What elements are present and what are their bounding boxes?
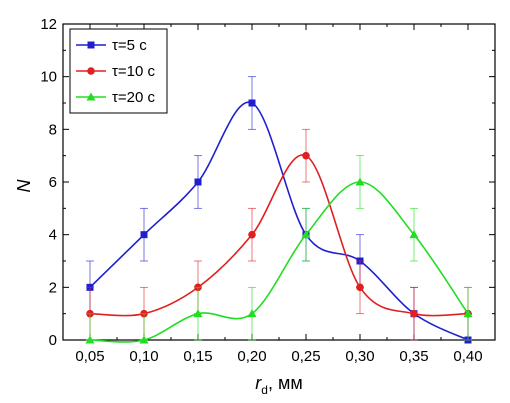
y-tick-label: 8 xyxy=(49,121,57,138)
marker-circle xyxy=(356,283,364,292)
x-axis-label-unit: , мм xyxy=(268,373,303,393)
x-axis-label-sub: d xyxy=(261,383,268,397)
y-tick-label: 12 xyxy=(40,16,57,33)
legend-items: τ=5 с τ=10 с τ=20 с xyxy=(76,37,156,106)
x-tick-label: 0,30 xyxy=(345,348,374,365)
marker-circle xyxy=(87,67,95,75)
marker-triangle xyxy=(139,335,149,344)
axis-ticks: 0,05 0,10 0,15 0,20 0,25 0,30 0,35 0,40 0 2 4 6 8 10 1… xyxy=(40,16,495,365)
marker-square xyxy=(87,41,95,49)
marker-circle xyxy=(302,151,310,160)
x-tick-label: 0,10 xyxy=(129,348,158,365)
y-tick-label: 6 xyxy=(49,174,57,191)
legend-label: τ=20 с xyxy=(112,89,156,106)
legend-label: τ=10 с xyxy=(112,63,156,80)
x-tick-label: 0,40 xyxy=(453,348,482,365)
legend-box xyxy=(69,28,168,114)
y-axis-label: N xyxy=(14,179,34,193)
legend-item: τ=10 с xyxy=(76,63,156,80)
marker-square xyxy=(140,231,148,239)
marker-circle xyxy=(248,230,256,239)
y-tick-label: 4 xyxy=(49,227,57,244)
marker-triangle xyxy=(85,335,95,344)
y-tick-label: 2 xyxy=(49,279,57,296)
x-axis-label-main: r xyxy=(255,373,262,393)
series-line xyxy=(89,154,469,317)
marker-triangle xyxy=(463,309,473,318)
series-3 xyxy=(85,155,473,344)
marker-square xyxy=(194,178,202,186)
legend-label: τ=5 с xyxy=(112,37,147,54)
y-tick-label: 0 xyxy=(49,332,57,349)
y-tick-label: 10 xyxy=(40,69,57,86)
legend-item: τ=5 с xyxy=(76,37,147,54)
series-line xyxy=(89,101,469,341)
marker-circle xyxy=(410,309,418,318)
x-axis-label: rd, мм xyxy=(255,373,302,397)
x-tick-label: 0,20 xyxy=(237,348,266,365)
x-tick-label: 0,05 xyxy=(75,348,104,365)
marker-triangle xyxy=(301,230,311,239)
series-layer xyxy=(85,76,473,344)
marker-square xyxy=(248,99,256,107)
marker-triangle xyxy=(247,309,257,318)
marker-triangle xyxy=(409,230,419,239)
legend-item: τ=20 с xyxy=(76,89,156,106)
marker-triangle xyxy=(355,177,365,186)
x-tick-label: 0,15 xyxy=(183,348,212,365)
x-tick-label: 0,35 xyxy=(399,348,428,365)
marker-triangle xyxy=(193,309,203,318)
legend: τ=5 с τ=10 с τ=20 с xyxy=(69,28,168,114)
x-tick-label: 0,25 xyxy=(291,348,320,365)
marker-triangle xyxy=(86,92,96,101)
